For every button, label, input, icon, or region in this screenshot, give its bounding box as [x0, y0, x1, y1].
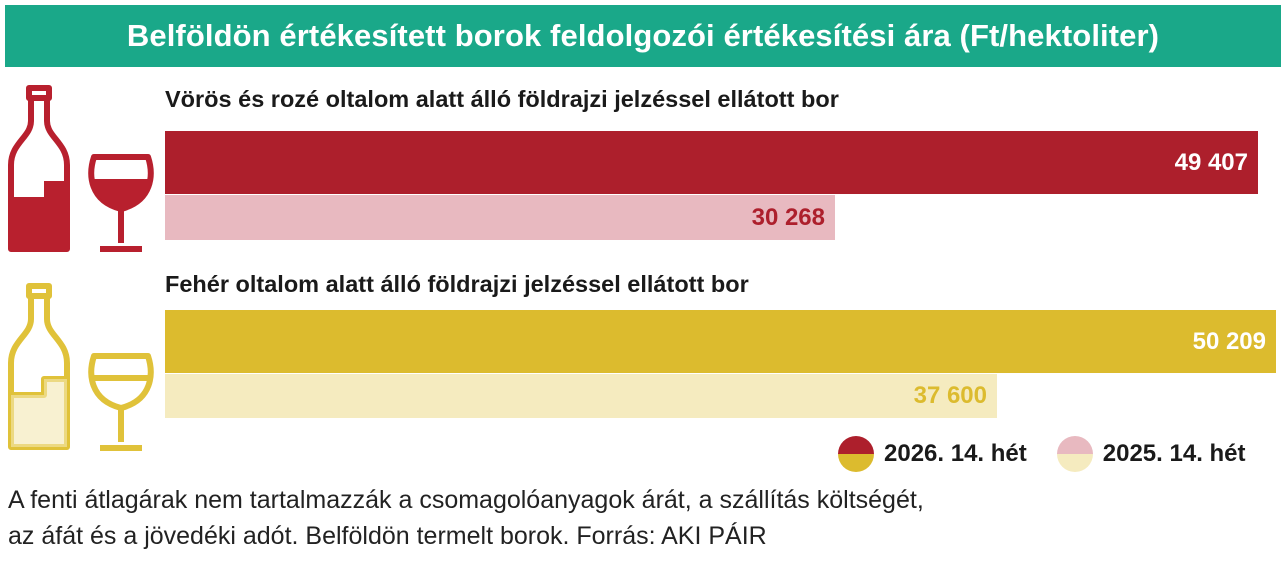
bar-red-2026: 49 407: [165, 131, 1258, 194]
legend-swatch-2026: [838, 436, 874, 472]
bar-value-label: 37 600: [913, 382, 987, 409]
bar-value-label: 50 209: [1192, 327, 1266, 355]
legend-label-2026: 2026. 14. hét: [884, 440, 1027, 467]
legend-item-2025: 2025. 14. hét: [1055, 434, 1246, 474]
category-label-white: Fehér oltalom alatt álló földrajzi jelzé…: [165, 271, 749, 297]
chart-title: Belföldön értékesített borok feldolgozói…: [5, 5, 1281, 67]
legend-swatch-2025: [1056, 436, 1093, 472]
category-label-red: Vörös és rozé oltalom alatt álló földraj…: [165, 86, 839, 112]
legend-item-2026: 2026. 14. hét: [836, 434, 1027, 474]
bar-value-label: 30 268: [751, 203, 825, 231]
white-wine-bottle-icon: [8, 283, 70, 450]
footnote-line-1: A fenti átlagárak nem tartalmazzák a cso…: [8, 486, 924, 514]
red-wine-glass-icon: [88, 154, 154, 252]
bar-white-2025: 37 600: [165, 374, 997, 418]
chart-legend: 2026. 14. hét 2025. 14. hét: [836, 432, 1246, 476]
footnote-line-2: az áfát és a jövedéki adót. Belföldön te…: [8, 522, 767, 550]
legend-label-2025: 2025. 14. hét: [1102, 440, 1246, 467]
bar-value-label: 49 407: [1174, 148, 1248, 176]
bar-white-2026: 50 209: [165, 310, 1276, 373]
red-wine-bottle-icon: [8, 85, 70, 252]
white-wine-glass-icon: [88, 353, 154, 451]
bar-red-2025: 30 268: [165, 195, 835, 240]
